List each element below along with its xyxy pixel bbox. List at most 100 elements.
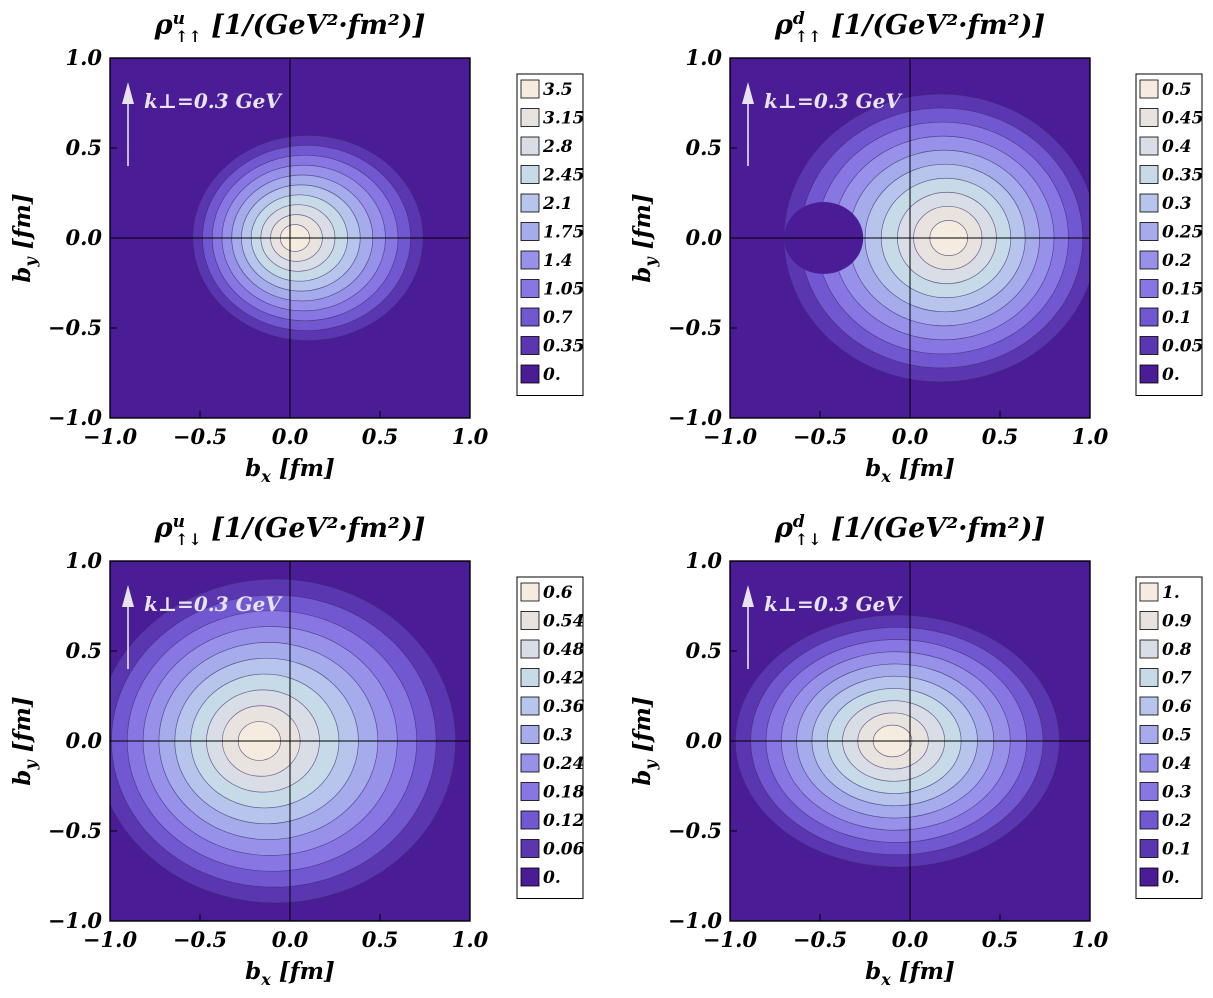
x-tick-label: 1.0: [1072, 424, 1109, 449]
x-label-sub: x: [260, 467, 271, 486]
legend-swatch: [1139, 867, 1159, 887]
x-tick-label: −1.0: [83, 927, 138, 952]
x-tick-label: −1.0: [703, 927, 758, 952]
x-label-main: b: [865, 958, 881, 985]
x-tick-label: 1.0: [452, 927, 489, 952]
legend: 1. 0.9 0.8 0.7 0.6 0.5 0.4 0.3 0.2 0.1 0.: [1135, 576, 1203, 899]
annotation-text: k⊥=0.3 GeV: [764, 89, 903, 113]
legend-label: 0.8: [1162, 640, 1192, 660]
legend-label: 0.9: [1162, 612, 1192, 632]
y-label-sub: y: [21, 759, 40, 771]
x-tick-label: −0.5: [793, 927, 847, 952]
legend-swatch: [1139, 582, 1159, 602]
y-tick-label: 0.0: [65, 225, 102, 250]
legend: 0.6 0.54 0.48 0.42 0.36 0.3 0.24 0.18 0.12 0.06 0.: [516, 576, 585, 899]
x-label-sub: x: [880, 970, 891, 989]
legend-label: 0.5: [1162, 726, 1192, 746]
legend-label: 0.2: [1162, 811, 1192, 831]
legend-swatch: [520, 782, 540, 801]
legend-label: 0.35: [1162, 166, 1203, 186]
y-tick-label: −1.0: [48, 405, 103, 430]
x-label-main: b: [245, 958, 261, 985]
legend-label: 1.05: [543, 280, 584, 300]
y-tick-label: 0.5: [65, 135, 102, 160]
y-tick-label: 1.0: [685, 45, 722, 70]
chart-title: ρu ↑↑ [1/(GeV²·fm²)]: [154, 9, 426, 46]
title-symbol: ρ: [774, 513, 794, 544]
legend-label: 0.: [543, 365, 561, 385]
title-units: [1/(GeV²·fm²)]: [822, 10, 1046, 41]
x-tick-label: −0.5: [793, 424, 847, 449]
x-tick-label: 0.5: [362, 927, 399, 952]
annotation-text: k⊥=0.3 GeV: [144, 89, 283, 113]
x-tick-label: 0.0: [892, 424, 929, 449]
y-tick-label: −1.0: [48, 908, 103, 933]
legend-swatch: [520, 279, 540, 298]
y-label-sub: y: [21, 256, 40, 268]
legend-swatch: [1139, 222, 1159, 241]
x-label-sub: x: [260, 970, 271, 989]
legend-label: 0.42: [543, 669, 585, 689]
legend-label: 0.15: [1162, 280, 1203, 300]
x-tick-label: 0.0: [272, 927, 309, 952]
annotation-text: k⊥=0.3 GeV: [144, 592, 283, 616]
annotation-arrowhead: [122, 82, 134, 104]
x-axis-label: bx [fm]: [245, 958, 335, 989]
title-subscript: ↑↑: [175, 27, 202, 46]
legend-swatch: [1139, 250, 1159, 270]
y-tick-label: 0.5: [685, 135, 722, 160]
legend-label: 0.36: [543, 697, 585, 717]
y-label-sub: y: [641, 256, 660, 268]
legend-swatch: [1139, 193, 1159, 213]
x-tick-label: 0.0: [272, 424, 309, 449]
y-tick-label: −0.5: [668, 818, 722, 843]
legend-swatch: [1139, 279, 1159, 298]
y-label-unit: [fm]: [9, 193, 36, 257]
title-units: [1/(GeV²·fm²)]: [202, 10, 426, 41]
legend: 0.5 0.45 0.4 0.35 0.3 0.25 0.2 0.15 0.1 0.05 0.: [1135, 73, 1203, 396]
title-subscript: ↑↓: [175, 530, 202, 549]
x-tick-label: −1.0: [703, 424, 758, 449]
y-label-unit: [fm]: [9, 696, 36, 760]
legend-label: 1.4: [543, 251, 573, 271]
title-superscript: d: [793, 9, 805, 29]
legend-swatch: [520, 79, 540, 99]
x-tick-label: 0.0: [892, 927, 929, 952]
title-superscript: d: [793, 512, 805, 532]
x-tick-label: −1.0: [83, 424, 138, 449]
legend-label: 0.4: [1162, 137, 1192, 157]
legend-swatch: [1139, 136, 1159, 156]
x-axis-label: bx [fm]: [865, 455, 955, 486]
x-label-main: b: [865, 455, 881, 482]
y-label-unit: [fm]: [629, 193, 656, 257]
legend-swatch: [1139, 165, 1159, 184]
title-symbol: ρ: [774, 10, 794, 41]
y-label-sub: y: [641, 759, 660, 771]
x-axis-label: bx [fm]: [865, 958, 955, 989]
legend-swatch: [520, 250, 540, 270]
title-superscript: u: [173, 512, 185, 532]
y-tick-label: 0.0: [685, 728, 722, 753]
legend-label: 0.6: [1162, 697, 1192, 717]
legend-swatch: [1139, 336, 1159, 355]
legend-label: 0.: [543, 868, 561, 888]
title-symbol: ρ: [154, 10, 174, 41]
legend-label: 3.15: [543, 109, 584, 129]
legend-swatch: [520, 108, 540, 127]
legend-swatch: [1139, 79, 1159, 99]
y-tick-label: −1.0: [668, 405, 723, 430]
legend-label: 0.: [1162, 365, 1180, 385]
legend-label: 0.24: [543, 754, 584, 774]
legend-swatch: [520, 696, 540, 716]
y-label-main: b: [9, 267, 36, 283]
legend-swatch: [1139, 668, 1159, 687]
y-tick-label: 0.5: [685, 638, 722, 663]
y-axis-label: by [fm]: [629, 193, 660, 282]
legend-label: 0.45: [1162, 109, 1203, 129]
legend-label: 0.3: [1162, 194, 1192, 214]
legend-label: 0.35: [543, 337, 584, 357]
annotation-text: k⊥=0.3 GeV: [764, 592, 903, 616]
x-tick-label: 1.0: [1072, 927, 1109, 952]
x-label-sub: x: [880, 467, 891, 486]
x-tick-label: −0.5: [173, 424, 227, 449]
